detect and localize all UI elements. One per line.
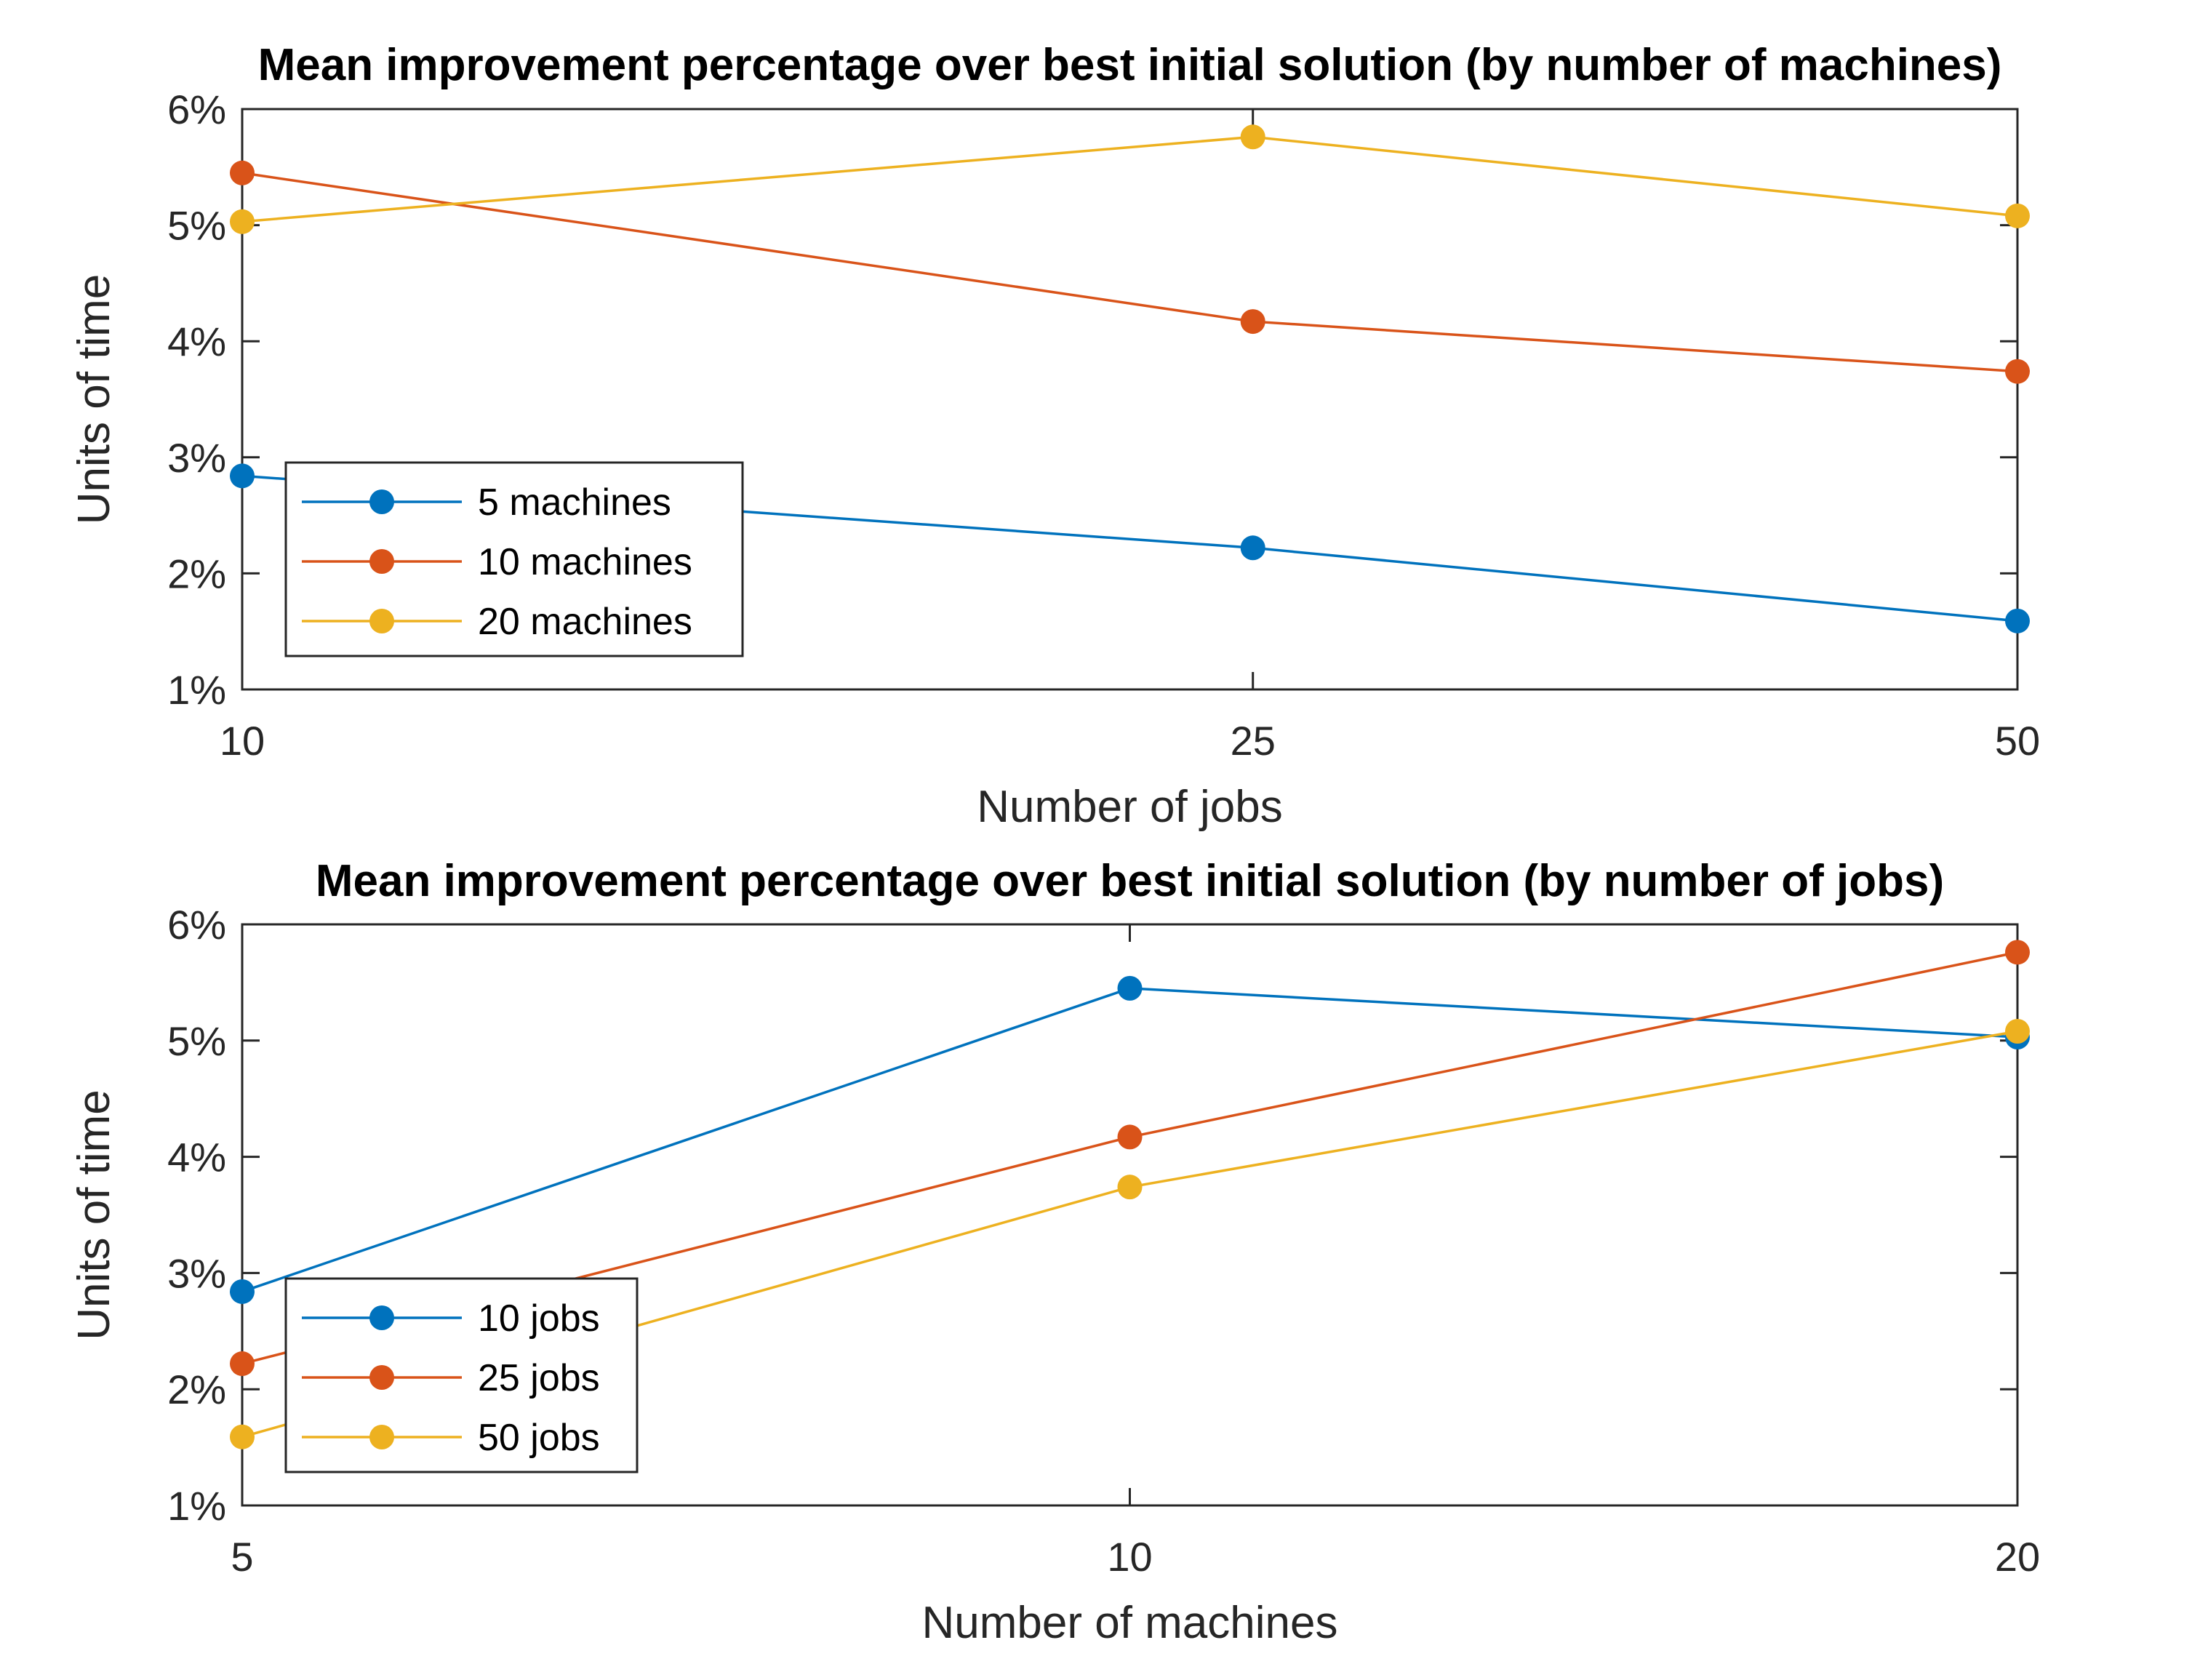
data-point	[2005, 1019, 2030, 1044]
x-tick-label: 20	[1995, 1534, 2040, 1580]
chart-by-machines: Mean improvement percentage over best in…	[69, 40, 2040, 832]
y-tick-label: 5%	[167, 203, 226, 249]
data-point	[2005, 608, 2030, 633]
data-point	[1117, 1124, 1143, 1150]
data-point	[2005, 359, 2030, 384]
legend-marker	[369, 609, 394, 633]
legend-marker	[369, 489, 394, 514]
data-point	[2005, 203, 2030, 228]
data-point	[230, 463, 255, 489]
y-tick-label: 6%	[167, 902, 226, 948]
legend-label: 10 jobs	[478, 1297, 600, 1340]
y-tick-label: 1%	[167, 667, 226, 713]
chart-by-jobs: Mean improvement percentage over best in…	[69, 856, 2040, 1648]
y-tick-label: 5%	[167, 1018, 226, 1064]
x-axis-label: Number of jobs	[977, 782, 1282, 832]
series-line-1	[241, 172, 2018, 373]
y-tick-label: 2%	[167, 551, 226, 596]
y-tick-label: 4%	[167, 1135, 226, 1180]
data-point	[230, 160, 255, 185]
legend-label: 5 machines	[478, 481, 671, 524]
x-tick-label: 5	[231, 1534, 253, 1580]
legend-marker	[369, 549, 394, 574]
data-point	[230, 1279, 255, 1304]
data-point	[230, 209, 255, 234]
data-point	[1240, 124, 1265, 150]
x-tick-label: 10	[220, 718, 265, 764]
y-tick-label: 1%	[167, 1483, 226, 1529]
chart-title: Mean improvement percentage over best in…	[316, 856, 1944, 906]
legend-marker	[369, 1425, 394, 1449]
y-tick-label: 6%	[167, 87, 226, 132]
data-point	[230, 1424, 255, 1449]
data-point	[2005, 940, 2030, 965]
data-point	[1117, 975, 1143, 1001]
y-axis-label: Units of time	[69, 274, 119, 525]
y-tick-label: 2%	[167, 1367, 226, 1412]
y-tick-label: 4%	[167, 319, 226, 364]
legend-label: 25 jobs	[478, 1357, 600, 1399]
x-tick-label: 25	[1231, 718, 1276, 764]
legend-marker	[369, 1305, 394, 1330]
data-point	[230, 1351, 255, 1377]
y-axis-label: Units of time	[69, 1089, 119, 1340]
legend-box	[284, 1277, 639, 1473]
x-tick-label: 10	[1107, 1534, 1152, 1580]
x-tick-label: 50	[1995, 718, 2040, 764]
legend-marker	[369, 1365, 394, 1390]
legend-label: 20 machines	[478, 601, 692, 643]
y-tick-label: 3%	[167, 435, 226, 481]
axes-box	[241, 108, 2019, 691]
y-tick-label: 3%	[167, 1250, 226, 1296]
data-point	[1117, 1175, 1143, 1200]
chart-title: Mean improvement percentage over best in…	[258, 40, 2002, 90]
legend-label: 50 jobs	[478, 1417, 600, 1459]
legend-box	[284, 461, 744, 657]
legend-label: 10 machines	[478, 541, 692, 583]
series-line-2	[241, 135, 2018, 223]
x-axis-label: Number of machines	[921, 1598, 1337, 1648]
data-point	[1240, 309, 1265, 335]
data-point	[1240, 535, 1265, 561]
